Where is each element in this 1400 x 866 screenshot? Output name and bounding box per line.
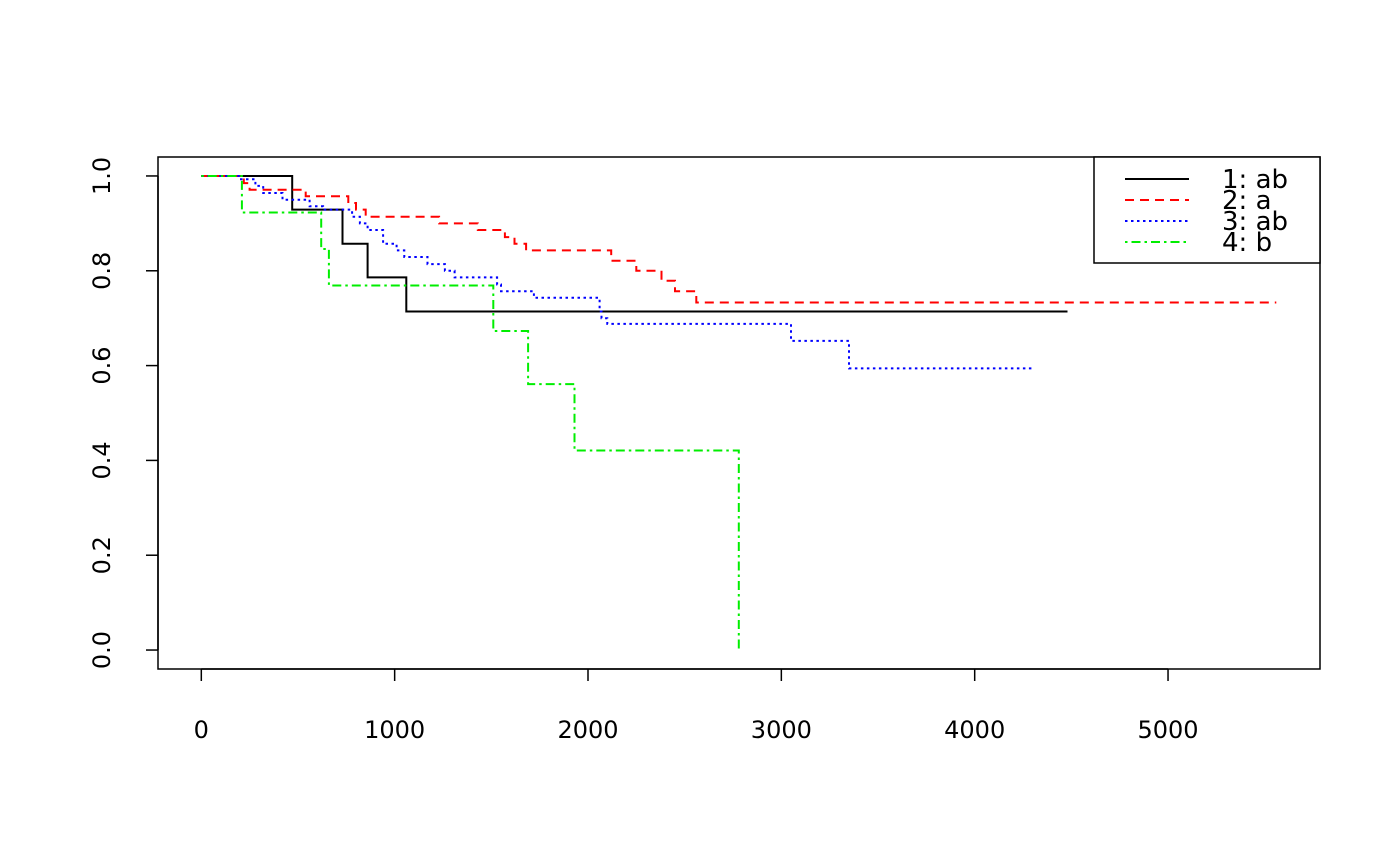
legend-label-2: 2: a bbox=[1222, 186, 1272, 216]
x-tick-label: 2000 bbox=[557, 716, 618, 744]
y-tick-label: 1.0 bbox=[88, 157, 116, 195]
series-line-3 bbox=[201, 175, 1035, 370]
x-tick-label: 5000 bbox=[1137, 716, 1198, 744]
y-tick-label: 0.4 bbox=[88, 441, 116, 479]
y-tick-label: 0.8 bbox=[88, 252, 116, 290]
y-tick-label: 0.0 bbox=[88, 631, 116, 669]
legend-label-3: 3: ab bbox=[1222, 207, 1288, 237]
legend-label-1: 1: ab bbox=[1222, 165, 1288, 195]
series-line-1 bbox=[201, 175, 1068, 313]
x-tick-label: 4000 bbox=[944, 716, 1005, 744]
series-layer bbox=[201, 175, 1277, 650]
x-tick-label: 3000 bbox=[751, 716, 812, 744]
legend-label-4: 4: b bbox=[1222, 228, 1272, 258]
series-line-2 bbox=[201, 175, 1277, 304]
legend-box bbox=[1093, 156, 1321, 264]
x-axis: 0 1000 2000 3000 4000 5000 bbox=[194, 668, 1199, 744]
x-tick-label: 1000 bbox=[364, 716, 425, 744]
x-tick-label: 0 bbox=[194, 716, 209, 744]
legend: 1: ab2: a3: ab4: b bbox=[1093, 156, 1321, 264]
y-tick-label: 0.6 bbox=[88, 347, 116, 385]
series-line-4 bbox=[201, 175, 740, 650]
y-axis: 0.0 0.2 0.4 0.6 0.8 1.0 bbox=[88, 157, 159, 669]
y-tick-label: 0.2 bbox=[88, 536, 116, 574]
